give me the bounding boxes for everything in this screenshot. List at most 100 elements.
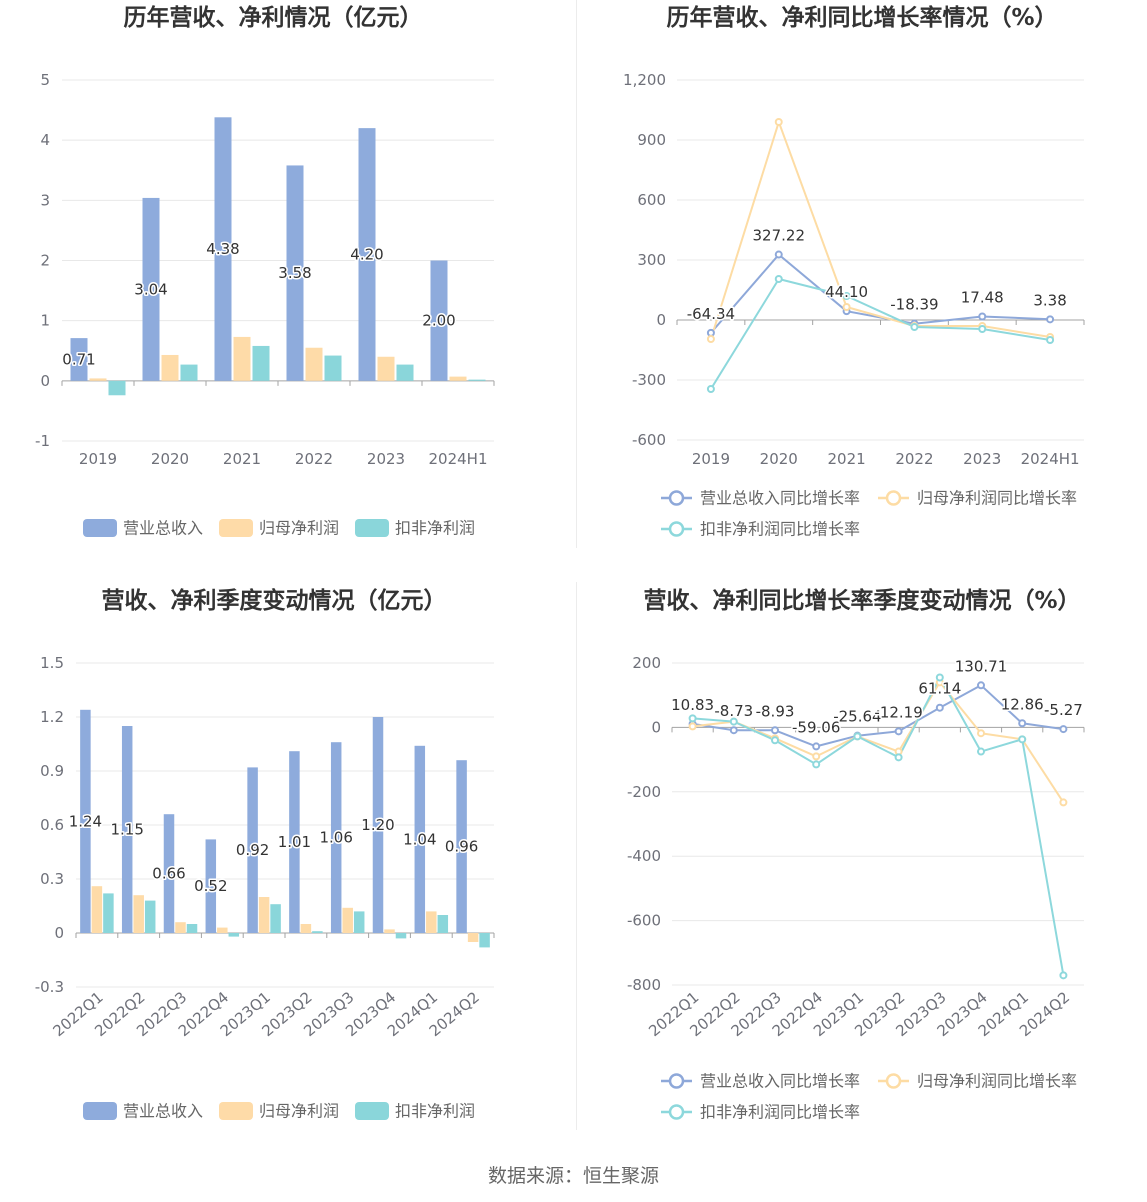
chart1-ytick-label: 2: [40, 252, 50, 270]
chart2-legend-label: 营业总收入同比增长率: [700, 489, 860, 508]
chart1-bar-series2: [396, 364, 414, 381]
chart1-ytick-label: 4: [40, 131, 50, 149]
chart2-category-label: 2023: [963, 450, 1001, 468]
chart1-bar-series1: [305, 347, 323, 381]
chart4-point-series2: [935, 673, 944, 682]
chart3-data-label: 1.06: [319, 829, 352, 847]
chart2-line-series2: [710, 278, 1051, 390]
chart3-bar-series1: [91, 886, 103, 933]
chart1-data-label: 0.71: [62, 350, 95, 368]
chart3-bar-series1: [342, 907, 353, 933]
chart4-point-series2: [812, 760, 821, 769]
chart1-bar-series0: [214, 117, 232, 381]
chart1-bar-series0: [286, 165, 304, 381]
chart3-legend-item[interactable]: 归母净利润: [219, 1102, 339, 1121]
chart2-ytick-label: 1,200: [623, 71, 666, 89]
chart3-bar-series1: [175, 922, 186, 933]
chart3-legend-label: 归母净利润: [259, 1102, 339, 1121]
chart4-point-series2: [688, 714, 697, 723]
chart4-point-series2: [771, 736, 779, 745]
chart2-point-series0: [706, 328, 715, 337]
chart3-legend-label: 营业总收入: [123, 1102, 203, 1121]
chart4-point-series1: [1059, 798, 1068, 807]
chart1-data-label: 4.38: [206, 240, 239, 258]
chart3-legend-label: 扣非净利润: [395, 1102, 475, 1121]
chart1-category-label: 2022: [295, 450, 333, 468]
chart2-data-label: -64.34: [687, 305, 735, 323]
chart3-ytick-label: 1.2: [40, 708, 64, 726]
chart3-bar-series1: [133, 895, 144, 933]
chart3-ytick-label: 0.9: [40, 762, 64, 780]
chart1-data-label: 3.04: [134, 280, 167, 298]
quarterly-growth-rate-chart: 营收、净利同比增长率季度变动情况（%） 200 0 -200 -400 -600 -800 2…: [577, 583, 1147, 1143]
chart3-bar-series1: [258, 897, 270, 933]
chart1-category-label: 2019: [79, 450, 117, 468]
chart3-bar-series0: [80, 709, 91, 933]
chart1-data-label: 3.58: [278, 264, 311, 282]
chart3-legend-item[interactable]: 营业总收入: [83, 1102, 203, 1121]
chart2-data-label: 3.38: [1033, 291, 1066, 309]
chart2-point-series0: [1046, 315, 1055, 324]
chart3-bar-series0: [247, 767, 258, 933]
chart4-ytick-label: -800: [627, 976, 661, 994]
chart2-point-series2: [842, 292, 851, 300]
chart2-point-series2: [774, 275, 783, 283]
chart2-line-series1: [709, 121, 1051, 340]
chart2-point-series2: [1046, 336, 1055, 344]
chart1-bar-series2: [180, 364, 198, 381]
chart4-legend-item[interactable]: 扣非净利润同比增长率: [661, 1103, 860, 1122]
chart4-point-series2: [1059, 971, 1068, 980]
chart3-bar-series1: [426, 911, 437, 933]
chart4-data-label: 12.86: [1001, 695, 1044, 713]
chart4-point-series2: [894, 753, 903, 762]
chart2-ytick-label: -300: [632, 371, 666, 389]
chart3-bar-series2: [144, 900, 156, 933]
chart3-bar-series2: [395, 933, 407, 939]
chart4-legend-circle-icon: [668, 1104, 685, 1120]
chart2-legend-label: 扣非净利润同比增长率: [700, 520, 860, 539]
chart3-ytick-label: 0.6: [40, 816, 64, 834]
chart4-legend-label: 营业总收入同比增长率: [700, 1072, 860, 1091]
data-source-note: 数据来源：恒生聚源: [487, 1165, 659, 1187]
divider-top: [576, 0, 577, 548]
chart1-ytick-label: 0: [40, 372, 50, 390]
chart1-bar-series1: [449, 376, 467, 381]
chart2-legend-circle-icon: [668, 521, 685, 537]
chart1-legend-item[interactable]: 归母净利润: [219, 519, 339, 538]
chart1-legend-label: 营业总收入: [123, 519, 203, 538]
chart2-ytick-label: 0: [656, 311, 666, 329]
chart3-legend-swatch: [219, 1102, 253, 1120]
chart1-legend-label: 归母净利润: [259, 519, 339, 538]
chart3-ytick-label: 1.5: [40, 654, 64, 672]
chart4-line-series2: [692, 676, 1065, 976]
chart1-bar-series1: [161, 354, 179, 381]
chart4-legend-item[interactable]: 归母净利润同比增长率: [878, 1072, 1077, 1091]
chart4-data-label: 10.83: [671, 696, 714, 714]
chart4-legend-label: 扣非净利润同比增长率: [700, 1103, 860, 1122]
chart2-legend-item[interactable]: 营业总收入同比增长率: [661, 489, 860, 508]
chart3-legend-item[interactable]: 扣非净利润: [355, 1102, 475, 1121]
chart2-point-series2: [978, 325, 987, 333]
chart2-legend-item[interactable]: 归母净利润同比增长率: [878, 489, 1077, 508]
chart4-point-series2: [977, 747, 985, 756]
chart3-bar-series1: [300, 924, 312, 933]
chart2-legend-item[interactable]: 扣非净利润同比增长率: [661, 520, 860, 539]
chart1-legend-item[interactable]: 扣非净利润: [355, 519, 475, 538]
chart4-ytick-label: 0: [651, 718, 661, 736]
chart4-ytick-label: 200: [632, 654, 661, 672]
chart1-title: 历年营收、净利情况（亿元）: [124, 4, 423, 31]
chart1-legend-item[interactable]: 营业总收入: [83, 519, 203, 538]
annual-growth-rate-svg: 历年营收、净利同比增长率情况（%） 1,200 900 600 300 0 -300 -600…: [623, 4, 1085, 539]
chart3-title: 营收、净利季度变动情况（亿元）: [102, 587, 447, 614]
chart4-legend-item[interactable]: 营业总收入同比增长率: [661, 1072, 860, 1091]
chart1-bar-series2: [252, 345, 270, 381]
chart2-legend-circle-icon: [668, 490, 685, 506]
chart1-bar-series1: [89, 378, 107, 381]
chart4-point-series1: [688, 722, 697, 731]
chart2-category-label: 2019: [692, 450, 730, 468]
chart4-data-label: -25.64: [833, 708, 881, 726]
chart3-bar-series0: [121, 726, 133, 933]
chart2-category-label: 2021: [827, 450, 865, 468]
chart1-bar-series1: [377, 356, 395, 381]
quarterly-revenue-profit-svg: 营收、净利季度变动情况（亿元）1.51.20.90.60.30-0.32022Q…: [35, 587, 495, 1121]
